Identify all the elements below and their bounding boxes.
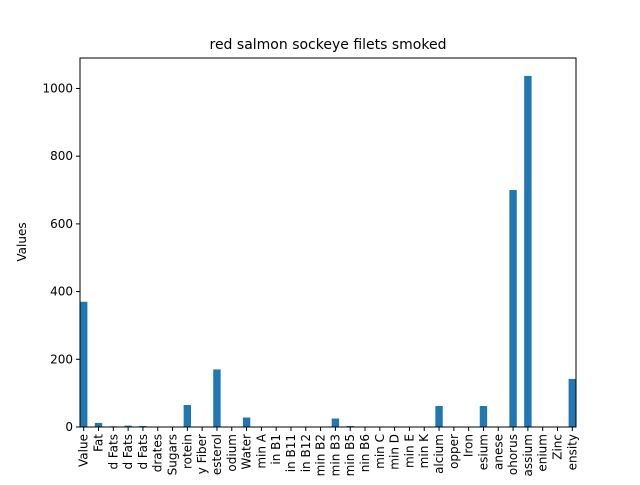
x-tick-label: min C bbox=[373, 434, 387, 469]
plot-frame bbox=[80, 58, 576, 427]
x-tick-label: min B3 bbox=[328, 434, 342, 476]
y-tick-label: 800 bbox=[50, 149, 73, 163]
bar bbox=[480, 406, 487, 427]
bar bbox=[80, 302, 87, 427]
y-tick-label: 0 bbox=[65, 420, 73, 434]
y-tick-label: 1000 bbox=[42, 81, 73, 95]
x-tick-label: esium bbox=[476, 434, 490, 470]
x-tick-label: assium bbox=[521, 434, 535, 477]
chart-title: red salmon sockeye filets smoked bbox=[210, 37, 447, 53]
axes-layer bbox=[80, 58, 576, 427]
x-tick-label: nin B6 bbox=[358, 434, 372, 472]
bar bbox=[184, 405, 191, 427]
x-tick-label: drates bbox=[151, 434, 165, 472]
x-tick-label: Zinc bbox=[550, 434, 564, 460]
bars-layer bbox=[80, 76, 576, 427]
bar bbox=[213, 369, 220, 427]
x-tick-label: in B1 bbox=[269, 434, 283, 465]
x-tick-label: opper bbox=[447, 434, 461, 469]
x-tick-label: in B11 bbox=[284, 434, 298, 472]
x-tick-label: min B2 bbox=[314, 434, 328, 476]
x-tick-label: ohorus bbox=[506, 434, 520, 475]
x-tick-label: Fat bbox=[92, 434, 106, 452]
x-tick-label: min D bbox=[388, 434, 402, 470]
x-tick-label: in B12 bbox=[299, 434, 313, 472]
x-tick-label: esterol bbox=[210, 434, 224, 475]
x-tick-label: min E bbox=[402, 434, 416, 468]
bar bbox=[509, 190, 516, 427]
x-tick-label: Value bbox=[77, 434, 91, 467]
x-tick-label: d Fats bbox=[106, 434, 120, 470]
x-tick-label: min A bbox=[254, 433, 268, 468]
x-tick-label: d Fats bbox=[121, 434, 135, 470]
bar bbox=[332, 419, 339, 427]
x-tick-label: alcium bbox=[432, 434, 446, 474]
bar bbox=[435, 406, 442, 427]
x-tick-label: min K bbox=[417, 433, 431, 468]
bar bbox=[95, 423, 102, 427]
y-tick-label: 200 bbox=[50, 352, 73, 366]
bar bbox=[569, 379, 576, 427]
bar bbox=[524, 76, 531, 427]
y-tick-label: 400 bbox=[50, 285, 73, 299]
x-tick-label: y Fiber bbox=[195, 434, 209, 474]
x-tick-label: ensity bbox=[565, 434, 579, 470]
x-tick-label: rotein bbox=[180, 434, 194, 469]
x-tick-label: min B5 bbox=[343, 434, 357, 476]
x-tick-label: Sugars bbox=[166, 434, 180, 475]
x-tick-label: anese bbox=[491, 434, 505, 470]
x-tick-label: d Fats bbox=[136, 434, 150, 470]
y-axis: 0 200 400 600 800 1000 bbox=[42, 81, 80, 434]
bar bbox=[243, 418, 250, 427]
x-tick-label: Water bbox=[240, 434, 254, 470]
y-tick-label: 600 bbox=[50, 217, 73, 231]
y-axis-label: Values bbox=[15, 222, 29, 261]
x-tick-label: enium bbox=[536, 434, 550, 472]
x-tick-label: odium bbox=[225, 434, 239, 472]
x-tick-label: Iron bbox=[462, 434, 476, 457]
